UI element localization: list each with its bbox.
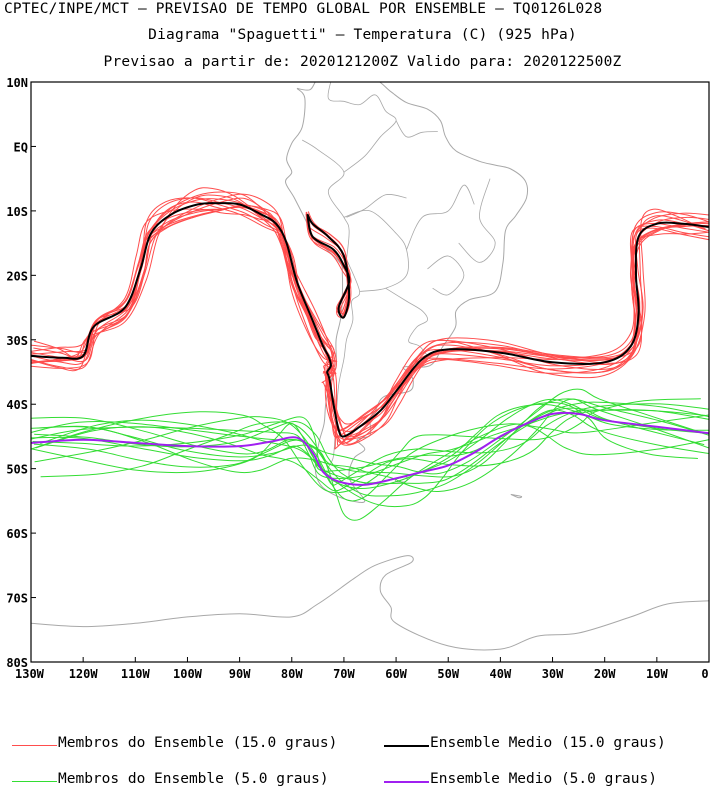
country-border [343,209,409,292]
member-line-15 [31,198,709,444]
ensemble-members [31,187,709,521]
member-line-15 [31,197,709,431]
member-line-5 [34,414,709,502]
country-border [458,178,496,263]
member-line-15 [31,201,709,439]
member-line-5 [31,401,709,472]
title-line-3: Previsao a partir de: 2020121200Z Valido… [103,54,622,70]
legend-line-mean15 [384,745,429,747]
y-tick-label: 60S [6,527,28,541]
title-line-1: CPTEC/INPE/MCT – PREVISAO DE TEMPO GLOBA… [4,1,603,17]
x-tick-label: 100W [173,667,203,681]
x-tick-label: 30W [542,667,564,681]
mean-line-mean15 [31,202,709,438]
member-line-5 [40,403,709,486]
x-tick-label: 110W [121,667,151,681]
member-line-5 [35,409,709,492]
member-line-15 [31,197,709,432]
country-border [406,184,475,250]
country-border [346,194,407,218]
member-line-15 [305,213,352,314]
y-tick-label: 50S [6,463,28,477]
x-tick-label: 20W [594,667,616,681]
x-tick-label: 0 [701,667,708,681]
member-line-15 [31,205,709,440]
legend-mean15: Ensemble Medio (15.0 graus) [430,735,666,751]
x-tick-label: 70W [333,667,355,681]
x-tick-label: 80W [281,667,303,681]
title-line-2: Diagrama "Spaguetti" – Temperatura (C) (… [148,27,577,43]
country-border [301,139,350,260]
member-line-5 [37,398,709,478]
y-tick-label: EQ [14,140,28,154]
legend-members5: Membros do Ensemble (5.0 graus) [58,771,329,787]
member-line-5 [40,421,709,521]
country-border [385,287,431,360]
coastline-south-georgia [510,493,523,499]
member-line-5 [31,388,704,475]
ensemble-means [31,202,709,486]
legend-mean5: Ensemble Medio (5.0 graus) [430,771,657,787]
legend-line-members5 [12,781,57,782]
legend-members15: Membros do Ensemble (15.0 graus) [58,735,338,751]
member-line-15 [31,204,709,441]
member-line-15 [31,208,709,425]
member-line-15 [31,206,709,433]
x-tick-label: 90W [229,667,251,681]
member-line-15 [31,204,709,438]
y-tick-label: 70S [6,592,28,606]
country-border [327,259,361,482]
member-line-5 [31,402,698,508]
legend-line-members15 [12,745,57,746]
x-tick-label: 50W [437,667,459,681]
legend-line-mean5 [384,781,429,783]
y-tick-label: 10N [6,76,28,90]
y-tick-label: 40S [6,398,28,412]
country-border [427,255,465,296]
x-tick-label: 120W [69,667,99,681]
coastline-antarctica [31,555,709,651]
y-tick-label: 30S [6,334,28,348]
member-line-5 [31,398,701,494]
y-tick-label: 20S [6,269,28,283]
coastline-map [31,82,709,651]
member-line-5 [31,398,709,493]
plot-frame [30,81,710,663]
country-border [327,82,397,173]
y-tick-label: 80S [6,656,28,670]
mean-line-mean5 [31,411,709,486]
x-tick-label: 40W [490,667,512,681]
mean-line-mean15 [306,213,351,319]
country-border [395,120,438,138]
x-tick-label: 130W [15,667,45,681]
member-line-5 [31,407,705,485]
x-tick-label: 10W [646,667,668,681]
y-tick-label: 10S [6,205,28,219]
member-line-15 [306,212,350,318]
x-tick-label: 60W [385,667,407,681]
